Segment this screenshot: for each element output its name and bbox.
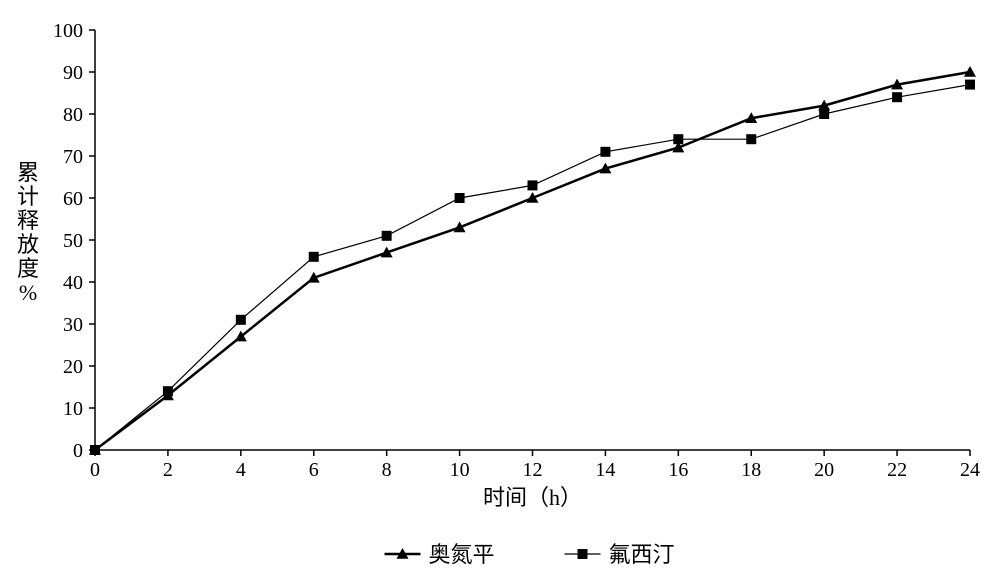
x-tick-label: 10 xyxy=(450,459,470,481)
x-tick-label: 22 xyxy=(887,459,907,481)
y-axis-label: 累 xyxy=(17,160,39,185)
x-tick-label: 16 xyxy=(668,459,688,481)
x-tick-label: 24 xyxy=(960,459,980,481)
x-tick-label: 4 xyxy=(236,459,246,481)
chart-container: 0102030405060708090100024681012141618202… xyxy=(0,0,1000,579)
x-tick-label: 8 xyxy=(382,459,392,481)
y-tick-label: 90 xyxy=(63,62,83,84)
x-tick-label: 20 xyxy=(814,459,834,481)
y-axis-label: 释 xyxy=(17,208,39,233)
y-tick-label: 0 xyxy=(73,440,83,462)
y-tick-label: 60 xyxy=(63,188,83,210)
x-tick-label: 14 xyxy=(595,459,615,481)
x-tick-label: 12 xyxy=(523,459,543,481)
x-tick-label: 6 xyxy=(309,459,319,481)
x-tick-label: 2 xyxy=(163,459,173,481)
x-axis-label: 时间（h） xyxy=(483,485,582,510)
x-tick-label: 18 xyxy=(741,459,761,481)
y-axis-label: 放 xyxy=(17,232,39,257)
x-tick-label: 0 xyxy=(90,459,100,481)
y-axis-label: 计 xyxy=(17,184,39,209)
y-tick-label: 10 xyxy=(63,398,83,420)
y-tick-label: 70 xyxy=(63,146,83,168)
legend-label: 奥氮平 xyxy=(429,542,495,567)
legend-label: 氟西汀 xyxy=(609,542,675,567)
y-tick-label: 80 xyxy=(63,104,83,126)
line-chart: 0102030405060708090100024681012141618202… xyxy=(0,0,1000,579)
y-tick-label: 30 xyxy=(63,314,83,336)
y-axis-label: 度 xyxy=(17,256,39,281)
y-tick-label: 50 xyxy=(63,230,83,252)
y-tick-label: 20 xyxy=(63,356,83,378)
y-tick-label: 100 xyxy=(53,20,83,42)
y-tick-label: 40 xyxy=(63,272,83,294)
y-axis-label: % xyxy=(19,280,37,305)
